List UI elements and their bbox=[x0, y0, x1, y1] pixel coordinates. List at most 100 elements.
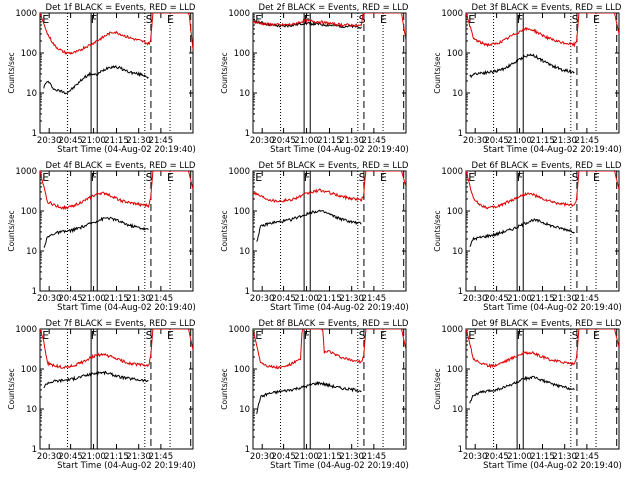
y-tick-label: 1000 bbox=[441, 167, 463, 177]
chart-panel-7: Det 7f BLACK = Events, RED = LLD 1 10 100 10… bbox=[7, 319, 196, 471]
y-axis-label: Counts/sec bbox=[7, 52, 16, 93]
x-tick-label: 21:30 bbox=[126, 294, 151, 304]
y-tick-label: 100 bbox=[21, 365, 37, 375]
y-tick-label: 1000 bbox=[228, 325, 250, 335]
y-tick-label: 100 bbox=[21, 207, 37, 217]
marker-letter: E bbox=[593, 171, 600, 184]
x-tick-label: 21:45 bbox=[362, 452, 387, 462]
chart-panel-6: Det 6f BLACK = Events, RED = LLD 1 10 100 10… bbox=[433, 161, 622, 313]
y-tick-label: 1 bbox=[245, 287, 250, 297]
marker-letter: E bbox=[468, 171, 475, 184]
x-tick-label: 21:45 bbox=[575, 294, 600, 304]
y-tick-label: 1000 bbox=[15, 325, 37, 335]
x-tick-label: 21:00 bbox=[294, 294, 319, 304]
marker-letter: E bbox=[42, 171, 49, 184]
events-series-line bbox=[43, 65, 149, 95]
chart-panel-5: Det 5f BLACK = Events, RED = LLD 1 10 100 10… bbox=[220, 161, 409, 313]
events-series-line bbox=[43, 370, 149, 389]
x-tick-label: 21:30 bbox=[552, 136, 577, 146]
x-tick-label: 21:45 bbox=[149, 452, 174, 462]
y-tick-label: 1000 bbox=[441, 9, 463, 19]
x-tick-label: 21:45 bbox=[575, 452, 600, 462]
y-axis-label: Counts/sec bbox=[433, 210, 442, 251]
lld-series-line bbox=[40, 329, 193, 369]
x-tick-label: 20:45 bbox=[484, 452, 509, 462]
marker-letter: F bbox=[304, 329, 310, 342]
x-tick-label: 21:30 bbox=[552, 294, 577, 304]
marker-letter: E bbox=[468, 329, 475, 342]
y-tick-label: 10 bbox=[452, 247, 463, 257]
y-tick-label: 100 bbox=[447, 207, 463, 217]
x-tick-label: 20:45 bbox=[58, 452, 83, 462]
y-tick-label: 1 bbox=[32, 287, 37, 297]
marker-letter: S bbox=[146, 171, 153, 184]
y-tick-label: 1000 bbox=[15, 9, 37, 19]
x-axis-label: Start Time (04-Aug-02 20:19:40) bbox=[483, 303, 622, 313]
x-tick-label: 20:45 bbox=[271, 452, 296, 462]
y-tick-label: 10 bbox=[239, 89, 250, 99]
marker-letter: F bbox=[517, 329, 523, 342]
x-tick-label: 21:15 bbox=[104, 452, 129, 462]
x-tick-label: 21:00 bbox=[81, 294, 106, 304]
lld-series-line bbox=[253, 13, 406, 42]
x-axis-label: Start Time (04-Aug-02 20:19:40) bbox=[57, 461, 196, 471]
y-tick-label: 10 bbox=[26, 247, 37, 257]
marker-letter: E bbox=[380, 13, 387, 26]
x-tick-label: 21:30 bbox=[126, 136, 151, 146]
marker-letter: S bbox=[359, 329, 366, 342]
chart-panel-8: Det 8f BLACK = Events, RED = LLD 1 10 100 10… bbox=[220, 319, 409, 471]
lld-series-line bbox=[253, 329, 406, 370]
y-tick-label: 10 bbox=[452, 405, 463, 415]
marker-letter: E bbox=[255, 13, 262, 26]
x-tick-label: 21:45 bbox=[362, 294, 387, 304]
chart-panel-3: Det 3f BLACK = Events, RED = LLD 1 10 100 10… bbox=[433, 3, 622, 155]
marker-letter: S bbox=[359, 171, 366, 184]
x-tick-label: 21:15 bbox=[530, 136, 555, 146]
y-tick-label: 100 bbox=[234, 365, 250, 375]
x-tick-label: 21:15 bbox=[104, 294, 129, 304]
chart-panel-2: Det 2f BLACK = Events, RED = LLD 1 10 100 10… bbox=[220, 3, 409, 155]
y-tick-label: 10 bbox=[239, 405, 250, 415]
x-axis-label: Start Time (04-Aug-02 20:19:40) bbox=[57, 303, 196, 313]
y-tick-label: 1000 bbox=[15, 167, 37, 177]
chart-title: Det 7f BLACK = Events, RED = LLD bbox=[46, 319, 196, 329]
x-tick-label: 20:45 bbox=[58, 294, 83, 304]
y-tick-label: 10 bbox=[26, 405, 37, 415]
x-tick-label: 20:45 bbox=[271, 136, 296, 146]
marker-letter: E bbox=[380, 329, 387, 342]
chart-panel-4: Det 4f BLACK = Events, RED = LLD 1 10 100 10… bbox=[7, 161, 196, 313]
y-axis-label: Counts/sec bbox=[7, 210, 16, 251]
y-tick-label: 100 bbox=[447, 49, 463, 59]
chart-title: Det 2f BLACK = Events, RED = LLD bbox=[259, 3, 409, 13]
x-axis-label: Start Time (04-Aug-02 20:19:40) bbox=[270, 461, 409, 471]
x-tick-label: 21:15 bbox=[104, 136, 129, 146]
events-series-line bbox=[469, 375, 575, 404]
x-tick-label: 21:00 bbox=[294, 452, 319, 462]
x-axis-label: Start Time (04-Aug-02 20:19:40) bbox=[270, 303, 409, 313]
x-tick-label: 21:00 bbox=[507, 452, 532, 462]
events-series-line bbox=[253, 18, 362, 29]
chart-title: Det 4f BLACK = Events, RED = LLD bbox=[46, 161, 196, 171]
marker-letter: E bbox=[255, 329, 262, 342]
y-tick-label: 100 bbox=[21, 49, 37, 59]
events-series-line bbox=[469, 218, 575, 248]
marker-letter: F bbox=[91, 171, 97, 184]
marker-letter: F bbox=[517, 13, 523, 26]
y-tick-label: 1 bbox=[458, 287, 463, 297]
x-tick-label: 20:30 bbox=[250, 294, 275, 304]
y-tick-label: 100 bbox=[234, 49, 250, 59]
marker-letter: E bbox=[167, 329, 174, 342]
lld-series-line bbox=[40, 13, 193, 56]
y-tick-label: 10 bbox=[239, 247, 250, 257]
y-tick-label: 1000 bbox=[441, 325, 463, 335]
x-axis-label: Start Time (04-Aug-02 20:19:40) bbox=[483, 461, 622, 471]
x-axis-label: Start Time (04-Aug-02 20:19:40) bbox=[483, 145, 622, 155]
x-tick-label: 21:30 bbox=[126, 452, 151, 462]
y-tick-label: 10 bbox=[452, 89, 463, 99]
x-tick-label: 21:00 bbox=[507, 294, 532, 304]
y-axis-label: Counts/sec bbox=[220, 368, 229, 409]
x-tick-label: 21:30 bbox=[552, 452, 577, 462]
marker-letter: S bbox=[572, 171, 579, 184]
y-tick-label: 1 bbox=[32, 445, 37, 455]
